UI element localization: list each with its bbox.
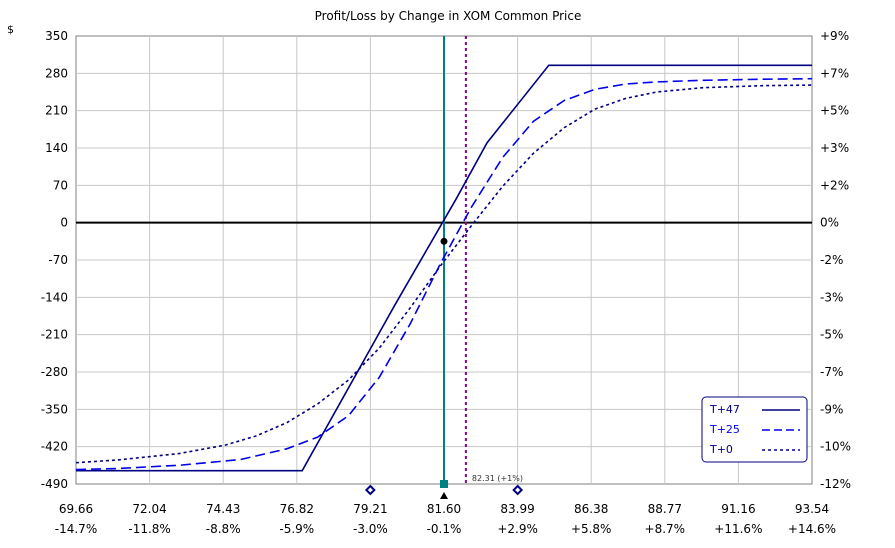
legend-label-t25: T+25 — [709, 423, 740, 436]
strike-diamond-marker — [364, 484, 376, 496]
x-tick-label: 79.21 — [353, 502, 387, 516]
chart-markers — [364, 237, 524, 499]
y-tick-label: -280 — [41, 365, 68, 379]
y-tick-label: 210 — [45, 104, 68, 118]
x-pct-label: -0.1% — [427, 522, 462, 536]
x-tick-label: 93.54 — [795, 502, 829, 516]
y-pct-label: +5% — [820, 104, 849, 118]
x-pct-label: -5.9% — [279, 522, 314, 536]
y-pct-label: +7% — [820, 66, 849, 80]
y-tick-label: 0 — [60, 216, 68, 230]
y-tick-label: 140 — [45, 141, 68, 155]
y-tick-label: -140 — [41, 290, 68, 304]
chart-title: Profit/Loss by Change in XOM Common Pric… — [315, 9, 582, 23]
y-pct-label: +9% — [820, 29, 849, 43]
series-line-t0 — [75, 84, 813, 464]
x-tick-label: 91.16 — [721, 502, 755, 516]
y-pct-label: -9% — [820, 402, 843, 416]
y-pct-label: -12% — [820, 477, 851, 491]
x-pct-label: +5.8% — [571, 522, 612, 536]
y-unit-label: $ — [7, 23, 14, 36]
y-tick-label: -350 — [41, 402, 68, 416]
current-point-marker — [440, 237, 448, 245]
y-pct-label: -7% — [820, 365, 843, 379]
tick-labels: 69.66 -14.7% 72.04 -11.8% 74.43 -8.8% 76.82 -5.… — [41, 29, 851, 536]
current-price-triangle-marker — [440, 492, 448, 499]
y-tick-label: -490 — [41, 477, 68, 491]
y-pct-label: +3% — [820, 141, 849, 155]
y-tick-label: -70 — [48, 253, 68, 267]
x-pct-label: +11.6% — [714, 522, 762, 536]
y-tick-label: -420 — [41, 440, 68, 454]
target-price-label: 82.31 (+1%) — [472, 474, 523, 483]
legend: T+47 T+25 T+0 — [701, 396, 808, 463]
x-pct-label: -3.0% — [353, 522, 388, 536]
y-pct-label: -2% — [820, 253, 843, 267]
x-pct-label: +14.6% — [788, 522, 836, 536]
x-pct-label: -8.8% — [206, 522, 241, 536]
strike-diamond-marker — [512, 484, 524, 496]
series-line-t47 — [76, 64, 812, 472]
y-pct-label: -5% — [820, 328, 843, 342]
x-tick-label: 74.43 — [206, 502, 240, 516]
x-pct-label: +8.7% — [645, 522, 686, 536]
x-tick-label: 83.99 — [500, 502, 534, 516]
y-tick-label: -210 — [41, 328, 68, 342]
x-pct-label: +2.9% — [497, 522, 538, 536]
x-pct-label: -14.7% — [55, 522, 97, 536]
y-pct-label: -10% — [820, 440, 851, 454]
series-lines — [75, 64, 813, 472]
current-price-square-marker — [440, 480, 448, 488]
y-pct-label: +2% — [820, 178, 849, 192]
x-tick-label: 72.04 — [132, 502, 166, 516]
y-pct-label: 0% — [820, 216, 839, 230]
y-tick-label: 350 — [45, 29, 68, 43]
legend-label-t0: T+0 — [709, 443, 733, 456]
legend-box — [701, 396, 808, 463]
x-tick-label: 81.60 — [427, 502, 461, 516]
y-tick-label: 280 — [45, 66, 68, 80]
series-line-t25 — [75, 77, 813, 471]
x-tick-label: 76.82 — [280, 502, 314, 516]
x-tick-label: 86.38 — [574, 502, 608, 516]
x-tick-label: 88.77 — [648, 502, 682, 516]
legend-label-t47: T+47 — [709, 403, 740, 416]
x-tick-label: 69.66 — [59, 502, 93, 516]
y-tick-label: 70 — [53, 178, 68, 192]
y-pct-label: -3% — [820, 290, 843, 304]
x-pct-label: -11.8% — [128, 522, 170, 536]
